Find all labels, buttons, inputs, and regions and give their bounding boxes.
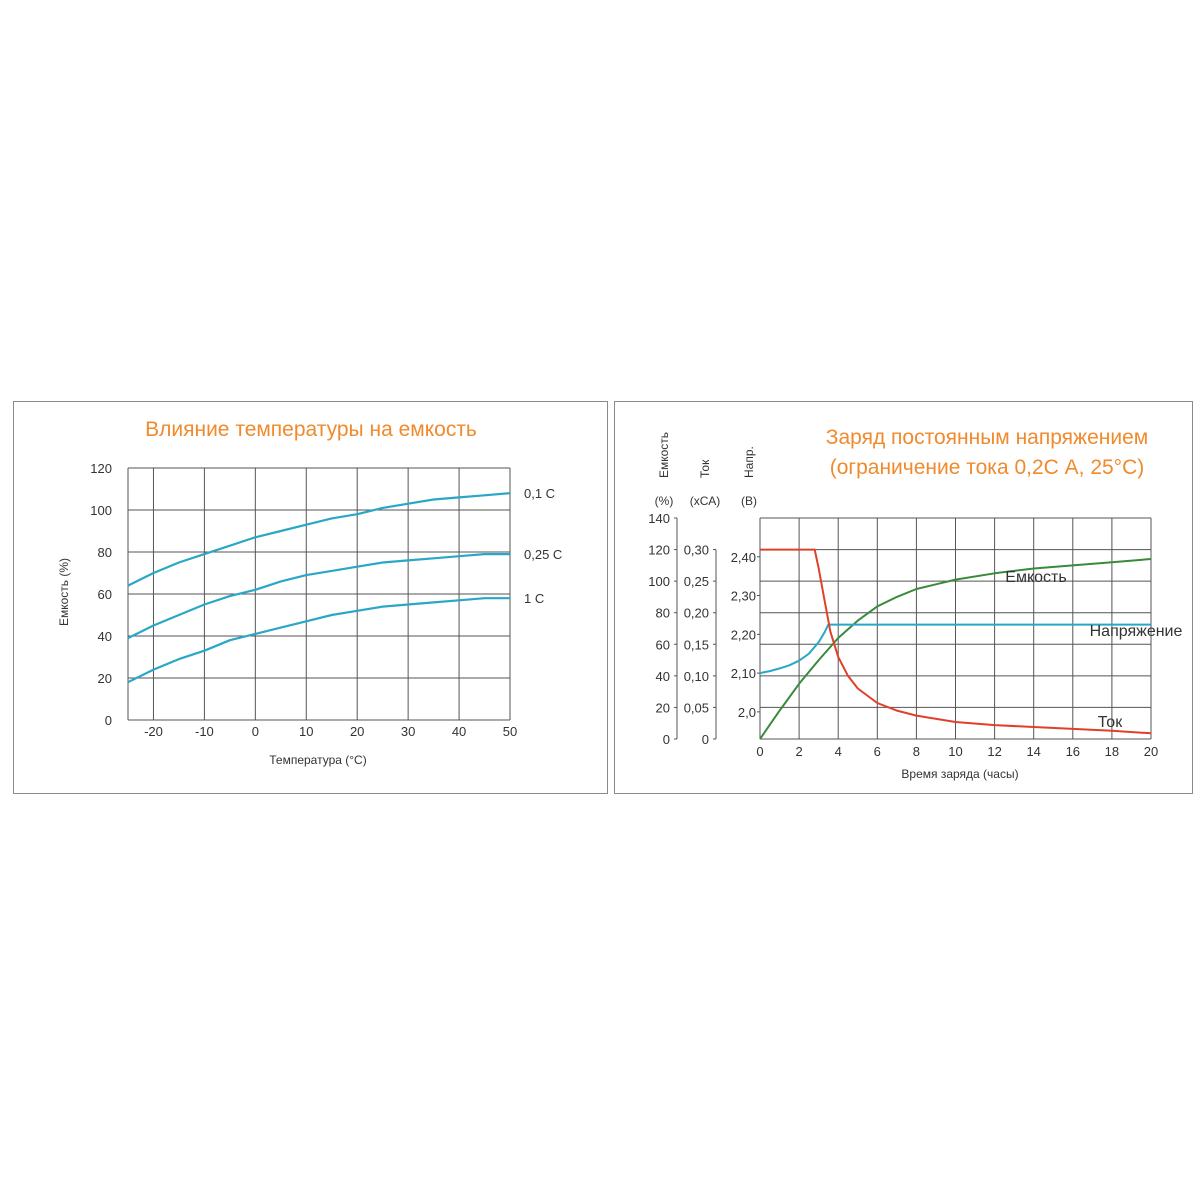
capacity-temperature-panel: Влияние температуры на емкость 0 20 40 60 80 1… — [13, 401, 608, 794]
y-tick-label: 140 — [648, 511, 670, 526]
series-label: 1 C — [524, 591, 544, 606]
x-tick-label: 6 — [874, 744, 881, 759]
constant-voltage-charge-chart: Заряд постоянным напряжением (ограничение… — [648, 426, 1183, 781]
capacity-temperature-chart: Влияние температуры на емкость 0 20 40 60 80 1… — [57, 418, 562, 767]
y-tick-label: 60 — [98, 587, 112, 602]
chart-subtitle: (ограничение тока 0,2С А, 25°С) — [830, 456, 1145, 479]
y-axis-2 — [713, 549, 717, 740]
y-tick-label: 20 — [656, 700, 670, 715]
series-label: 0,1 C — [524, 486, 555, 501]
x-tick-label: 0 — [756, 744, 763, 759]
y-tick-label: 2,0 — [738, 705, 756, 720]
y-tick-label: 0 — [663, 732, 670, 747]
x-tick-label: 18 — [1105, 744, 1119, 759]
series-label: Напряжение — [1090, 623, 1183, 640]
y-axis-unit: (%) — [655, 494, 674, 508]
x-tick-label: 8 — [913, 744, 920, 759]
grid — [127, 467, 511, 721]
x-tick-label: 0 — [252, 724, 259, 739]
chart-title: Влияние температуры на емкость — [145, 418, 477, 441]
y-axis-unit: (хСА) — [690, 494, 720, 508]
series-line-2 — [759, 623, 1151, 675]
y-tick-label: 40 — [656, 669, 670, 684]
constant-voltage-charge-panel: Заряд постоянным напряжением (ограничение… — [614, 401, 1193, 794]
x-tick-label: 2 — [795, 744, 802, 759]
y-axis-unit: (В) — [741, 494, 757, 508]
y-tick-label: 20 — [98, 671, 112, 686]
y-axis-name: Емкость — [657, 432, 671, 478]
series-label: Емкость — [1005, 569, 1066, 586]
y-tick-label: 2,20 — [731, 627, 756, 642]
series-label: 0,25 C — [524, 547, 562, 562]
series-line-3 — [127, 597, 510, 684]
x-tick-label: 30 — [401, 724, 415, 739]
y-tick-label: 0,20 — [684, 606, 709, 621]
y-axis-name: Напр. — [742, 446, 756, 478]
x-axis-label: Температура (°C) — [269, 753, 366, 767]
y-tick-label: 0 — [105, 713, 112, 728]
y-tick-label: 100 — [648, 574, 670, 589]
x-tick-label: 20 — [350, 724, 364, 739]
series-line-2 — [127, 553, 510, 640]
y-tick-label: 2,10 — [731, 666, 756, 681]
x-tick-label: 16 — [1066, 744, 1080, 759]
y-tick-label: 80 — [98, 545, 112, 560]
series-line-1 — [759, 558, 1152, 740]
x-tick-label: 10 — [948, 744, 962, 759]
y-tick-label: 80 — [656, 606, 670, 621]
x-tick-label: -20 — [144, 724, 163, 739]
y-tick-label: 0,15 — [684, 637, 709, 652]
y-tick-label: 120 — [90, 461, 112, 476]
x-tick-label: -10 — [195, 724, 214, 739]
y-tick-label: 60 — [656, 637, 670, 652]
x-tick-label: 10 — [299, 724, 313, 739]
y-tick-label: 2,30 — [731, 589, 756, 604]
series-line-3 — [760, 548, 1152, 735]
y-axis-3 — [757, 556, 761, 713]
series-label: Ток — [1098, 714, 1123, 731]
y-axis-label: Емкость (%) — [57, 558, 71, 626]
y-tick-label: 0,25 — [684, 574, 709, 589]
y-axis-name: Ток — [698, 459, 712, 478]
x-tick-label: 40 — [452, 724, 466, 739]
y-axis-1 — [674, 517, 678, 740]
y-tick-label: 40 — [98, 629, 112, 644]
x-axis-label: Время заряда (часы) — [901, 767, 1018, 781]
y-tick-label: 0 — [702, 732, 709, 747]
x-tick-label: 14 — [1026, 744, 1040, 759]
y-tick-label: 100 — [90, 503, 112, 518]
x-tick-label: 12 — [987, 744, 1001, 759]
y-tick-label: 0,10 — [684, 669, 709, 684]
y-tick-label: 120 — [648, 543, 670, 558]
series-line-1 — [127, 492, 511, 587]
y-tick-label: 2,40 — [731, 550, 756, 565]
x-tick-label: 4 — [835, 744, 842, 759]
y-tick-label: 0,05 — [684, 700, 709, 715]
y-tick-label: 0,30 — [684, 543, 709, 558]
chart-title: Заряд постоянным напряжением — [826, 426, 1148, 449]
x-tick-label: 20 — [1144, 744, 1158, 759]
x-tick-label: 50 — [503, 724, 517, 739]
